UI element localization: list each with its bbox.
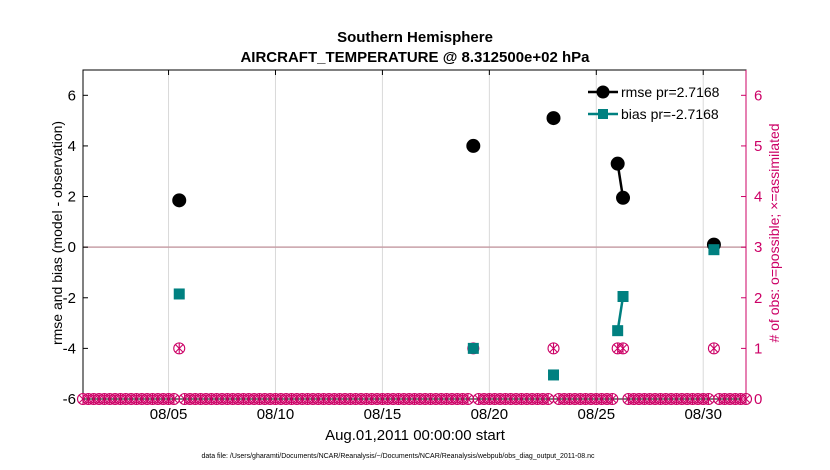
obs-count-marker (173, 342, 186, 355)
x-tick-label: 08/15 (364, 406, 402, 423)
y-tick-label: 6 (68, 87, 76, 104)
y2-tick-label: 5 (754, 138, 762, 155)
obs-count-marker (606, 392, 619, 406)
obs-count-marker (547, 342, 560, 355)
bias-point (708, 244, 720, 256)
bias-point (617, 291, 629, 303)
legend-rmse-marker (596, 85, 610, 99)
y-tick-label: -2 (63, 290, 76, 307)
y2-tick-label: 3 (754, 239, 762, 256)
y2-tick-label: 1 (754, 340, 762, 357)
bias-point (548, 369, 560, 381)
grid-layer (83, 70, 746, 399)
y-axis-label: rmse and bias (model - observation) (49, 121, 65, 345)
legend-bias-label: bias pr=-2.7168 (621, 106, 719, 122)
bias-point (467, 342, 479, 354)
obs-count-marker (616, 342, 630, 355)
rmse-point (616, 190, 631, 205)
obs-count-layer (76, 342, 753, 406)
x-tick-label: 08/05 (150, 406, 188, 423)
obs-count-marker (739, 392, 753, 406)
x-tick-label: 08/30 (684, 406, 722, 423)
chart-subtitle: AIRCRAFT_TEMPERATURE @ 8.312500e+02 hPa (240, 49, 590, 66)
y-tick-label: 2 (68, 189, 76, 206)
y2-axis-label: # of obs: o=possible; ×=assimilated (766, 123, 782, 342)
rmse-point (610, 156, 625, 171)
chart-title: Southern Hemisphere (337, 29, 493, 46)
legend-bias-marker (598, 109, 608, 119)
x-tick-label: 08/25 (578, 406, 616, 423)
rmse-point (466, 138, 481, 153)
legend-rmse-label: rmse pr=2.7168 (621, 84, 720, 100)
rmse-point (546, 111, 561, 126)
bias-point (173, 288, 185, 300)
y2-tick-label: 0 (754, 391, 762, 408)
obs-count-marker (167, 392, 180, 406)
bias-line-segment (616, 296, 625, 331)
series-layer (172, 111, 721, 381)
x-axis-label: Aug.01,2011 00:00:00 start (325, 427, 506, 444)
y-tick-label: 4 (68, 138, 76, 155)
bias-point (612, 325, 624, 337)
y-tick-label: -4 (63, 340, 76, 357)
y-tick-label: 0 (68, 239, 76, 256)
y2-tick-label: 6 (754, 87, 762, 104)
legend: rmse pr=2.7168 bias pr=-2.7168 (588, 84, 720, 122)
y-tick-label: -6 (63, 391, 76, 408)
obs-count-marker (707, 342, 720, 355)
rmse-point (172, 193, 187, 208)
footnote: data file: /Users/gharamti/Documents/NCA… (201, 453, 595, 460)
y2-tick-label: 4 (754, 189, 762, 206)
x-tick-label: 08/10 (257, 406, 295, 423)
y2-tick-label: 2 (754, 290, 762, 307)
x-tick-label: 08/20 (471, 406, 509, 423)
